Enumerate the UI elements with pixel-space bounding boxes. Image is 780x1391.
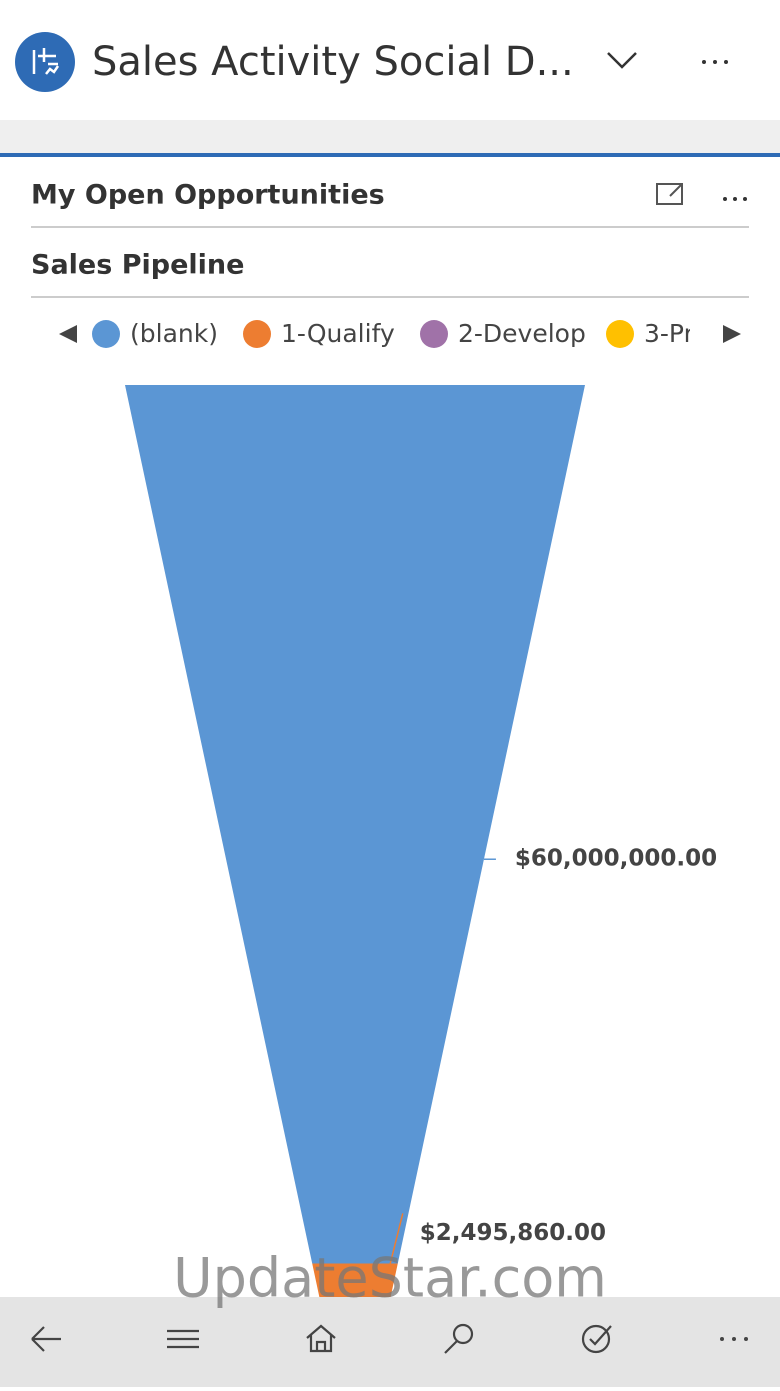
- app-title[interactable]: Sales Activity Social D...: [92, 39, 574, 85]
- activity-button[interactable]: [581, 1324, 612, 1354]
- watermark: UpdateStar.com: [173, 1247, 607, 1310]
- app-icon-glyph: [32, 48, 60, 75]
- funnel-segment: [312, 1263, 398, 1300]
- accent-line: [0, 153, 780, 157]
- legend-marker: [420, 320, 448, 348]
- panel-more-button[interactable]: [723, 197, 747, 201]
- legend-label: (blank): [130, 319, 218, 348]
- menu-button[interactable]: [167, 1329, 199, 1349]
- nav-bar: [0, 1297, 780, 1387]
- legend-label: 2-Develop: [458, 319, 586, 348]
- data-label: $2,495,860.00: [420, 1220, 606, 1246]
- home-button[interactable]: [306, 1324, 336, 1353]
- legend-marker: [92, 320, 120, 348]
- legend-label: 1-Qualify: [281, 319, 395, 348]
- legend-marker: [606, 320, 634, 348]
- data-label: $60,000,000.00: [515, 846, 717, 872]
- more-button[interactable]: [702, 60, 728, 64]
- expand-button[interactable]: [656, 183, 683, 205]
- toolbar-band: [0, 120, 780, 153]
- back-button[interactable]: [31, 1326, 61, 1352]
- header: [0, 0, 780, 120]
- legend-marker: [243, 320, 271, 348]
- funnel-chart: (blank) 1-Qualify 2-Develop 3-Pr $60,000,000…: [92, 319, 717, 1300]
- dropdown-button[interactable]: [607, 52, 637, 69]
- leader-line: [387, 1213, 404, 1274]
- legend-prev[interactable]: [59, 325, 77, 343]
- chart-title: Sales Pipeline: [31, 250, 244, 281]
- legend-label: 3-Pr: [644, 319, 695, 348]
- legend-next[interactable]: [723, 325, 741, 343]
- funnel-segment: [125, 385, 585, 1264]
- search-button[interactable]: [444, 1323, 474, 1354]
- nav-more-button[interactable]: [720, 1337, 748, 1341]
- panel-title: My Open Opportunities: [31, 180, 385, 211]
